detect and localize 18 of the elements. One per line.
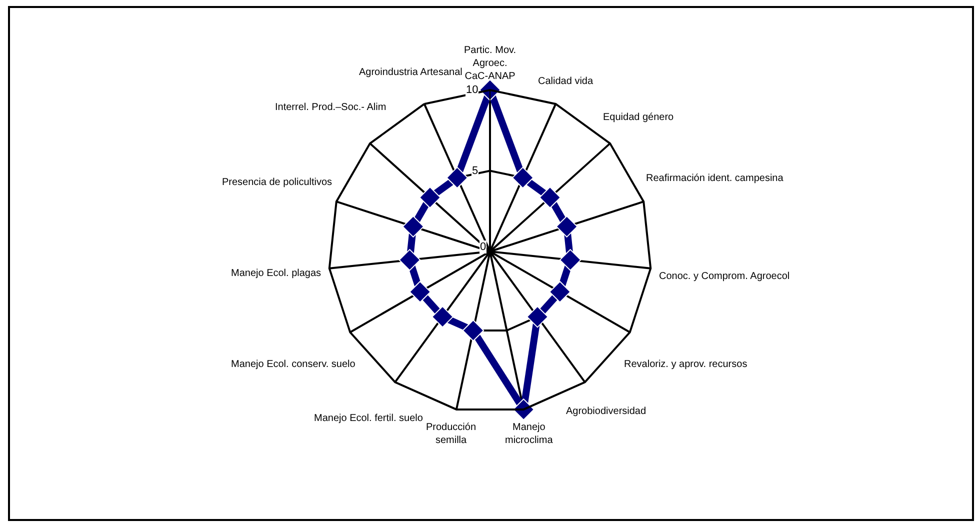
spoke-label: Interrel. Prod.–Soc.- Alim — [275, 102, 386, 113]
spoke-label: Manejo Ecol. fertil. suelo — [314, 413, 424, 424]
spoke-label: Calidad vida — [538, 76, 594, 87]
spoke-label: Equidad género — [603, 112, 674, 123]
y-tick-label: 5 — [472, 165, 478, 177]
spoke-label: Conoc. y Comprom. Agroecol — [659, 271, 790, 282]
y-tick-label: 0 — [480, 241, 486, 253]
y-tick-label: 10 — [466, 84, 478, 96]
spoke-label: Agroindustria Artesanal — [359, 67, 462, 78]
spoke-label: Manejo Ecol. conserv. suelo — [231, 359, 356, 370]
spoke-label: Agrobiodiversidad — [566, 406, 646, 417]
spoke-label: Producción semilla — [426, 422, 476, 446]
spoke-label: Presencia de policultivos — [222, 177, 332, 188]
spoke-label: Revaloriz. y aprov. recursos — [624, 359, 748, 370]
spoke-label: Manejo microclima — [505, 422, 554, 446]
spoke-label: Partic. Mov. Agroec. CaC-ANAP — [464, 45, 516, 82]
spoke-label: Manejo Ecol. plagas — [231, 268, 322, 279]
spoke-label: Reafirmación ident. campesina — [646, 173, 784, 184]
